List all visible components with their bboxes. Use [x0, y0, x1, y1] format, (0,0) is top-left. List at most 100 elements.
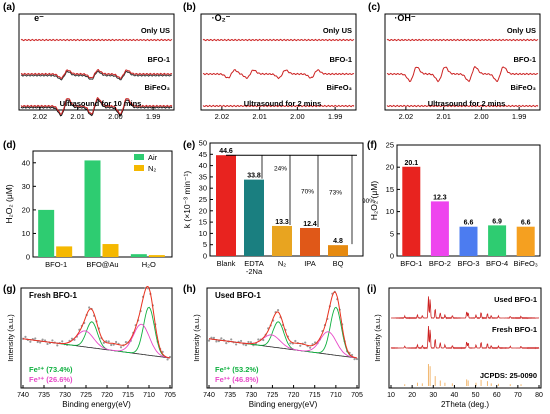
- panel-label: (b): [183, 2, 196, 13]
- raw-data-point: [304, 341, 307, 344]
- y-tick-label: 20: [22, 205, 30, 214]
- x-tick-label: 715: [122, 392, 134, 399]
- y-tick-label: 15: [386, 185, 394, 194]
- x-tick-label: BFO@Au: [86, 260, 118, 269]
- x-tick-label: 1.99: [146, 112, 161, 121]
- x-tick-label: 725: [267, 392, 279, 399]
- x-tick-label: Blank: [217, 259, 236, 268]
- raw-data-point: [309, 346, 312, 349]
- y-tick-label: 10: [22, 229, 30, 238]
- x-tick-label: 2.01: [436, 112, 451, 121]
- panel-title: Used BFO-1: [215, 291, 261, 300]
- y-tick-label: 25: [386, 141, 394, 150]
- y-tick-label: 10: [199, 229, 207, 238]
- legend-swatch: [134, 154, 144, 160]
- y-tick-label: 30: [199, 184, 207, 193]
- xrd-pattern-line: [390, 325, 540, 350]
- series-label: Used BFO-1: [494, 295, 537, 304]
- x-tick-label: BFO-1: [400, 259, 422, 268]
- y-tick-label: 40: [22, 158, 30, 167]
- x-axis-label: 2Theta (deg.): [441, 400, 489, 409]
- epr-line-2: [20, 97, 173, 116]
- bar: [516, 226, 535, 256]
- x-tick-label: 60: [493, 392, 501, 399]
- annotation: Ultrasound for 2 mins: [244, 99, 322, 108]
- legend-label: Air: [148, 153, 158, 162]
- y-tick-label: 5: [390, 229, 394, 238]
- raw-data-point: [107, 340, 110, 343]
- epr-line-1: [20, 70, 173, 81]
- raw-data-point: [61, 340, 64, 343]
- raw-data-point: [36, 340, 39, 344]
- panel-label: (h): [183, 284, 196, 295]
- x-axis-label: Binding energy(eV): [249, 400, 318, 409]
- raw-data-point: [51, 339, 54, 342]
- bar: [430, 201, 449, 256]
- epr-line-1: [386, 65, 539, 83]
- y-axis-label: H₂O₂ (μM): [369, 181, 379, 221]
- y-tick-label: 0: [390, 252, 394, 261]
- plot-frame: [206, 287, 360, 389]
- epr-line-2: [202, 104, 355, 108]
- x-tick-label: 730: [59, 392, 71, 399]
- raw-data-point: [46, 342, 49, 346]
- raw-data-point: [119, 346, 123, 349]
- raw-data-point: [110, 343, 113, 347]
- raw-data-point: [239, 339, 243, 343]
- raw-data-point: [313, 341, 317, 344]
- x-tick-label: 20: [408, 392, 416, 399]
- data-label: 6.6: [521, 220, 531, 227]
- raw-data-point: [207, 339, 211, 342]
- raw-data-point: [112, 343, 115, 346]
- series-label: Only US: [323, 26, 352, 35]
- data-label: 4.8: [333, 238, 343, 245]
- data-label: 44.6: [219, 148, 233, 155]
- raw-data-point: [34, 337, 37, 340]
- x-tick-label: 730: [245, 392, 257, 399]
- x-tick-label: 2.02: [215, 112, 230, 121]
- y-axis-label: Intensity (a.u.): [373, 314, 382, 362]
- x-tick-label: -2Na: [246, 267, 263, 276]
- x-tick-label: 10: [387, 392, 395, 399]
- x-tick-label: 720: [288, 392, 300, 399]
- x-tick-label: 2.02: [399, 112, 414, 121]
- annotation: 70%: [301, 189, 314, 196]
- y-tick-label: 5: [203, 240, 207, 249]
- x-tick-label: BFO-3: [457, 259, 479, 268]
- raw-data-point: [257, 338, 260, 341]
- raw-data-point: [124, 341, 127, 344]
- series-label: BFO-1: [148, 55, 171, 64]
- data-label: 13.3: [275, 219, 289, 226]
- bar: [84, 160, 101, 257]
- y-tick-label: 45: [199, 150, 207, 159]
- x-tick-label: 725: [80, 392, 92, 399]
- series-label: Only US: [507, 26, 536, 35]
- x-tick-label: 705: [164, 392, 176, 399]
- raw-data-point: [29, 340, 32, 343]
- raw-data-point: [210, 336, 213, 339]
- fe2-fit-line: [208, 306, 358, 359]
- plot-frame: [388, 287, 542, 389]
- x-tick-label: BQ: [333, 259, 344, 268]
- x-tick-label: 2.00: [290, 112, 305, 121]
- raw-data-point: [41, 338, 44, 341]
- raw-data-point: [235, 343, 238, 346]
- y-tick-label: 35: [199, 172, 207, 181]
- y-tick-label: 30: [22, 182, 30, 191]
- panel-label: (g): [3, 284, 16, 295]
- panel-label: (a): [3, 2, 15, 13]
- series-label: JCPDS: 25-0090: [480, 371, 537, 380]
- annotation: Ultrasound for 2 mins: [428, 99, 506, 108]
- x-tick-label: 735: [224, 392, 236, 399]
- xrd-pattern-line: [391, 296, 540, 320]
- panel-title: e⁻: [34, 13, 44, 23]
- raw-data-point: [242, 343, 245, 346]
- x-tick-label: 740: [203, 392, 215, 399]
- plot-frame: [384, 13, 541, 111]
- x-tick-label: 40: [451, 392, 459, 399]
- epr-line-0: [20, 38, 173, 42]
- epr-line-1: [20, 69, 173, 80]
- legend-label: Fe³⁺ (26.6%): [29, 375, 73, 384]
- raw-data-point: [289, 342, 292, 345]
